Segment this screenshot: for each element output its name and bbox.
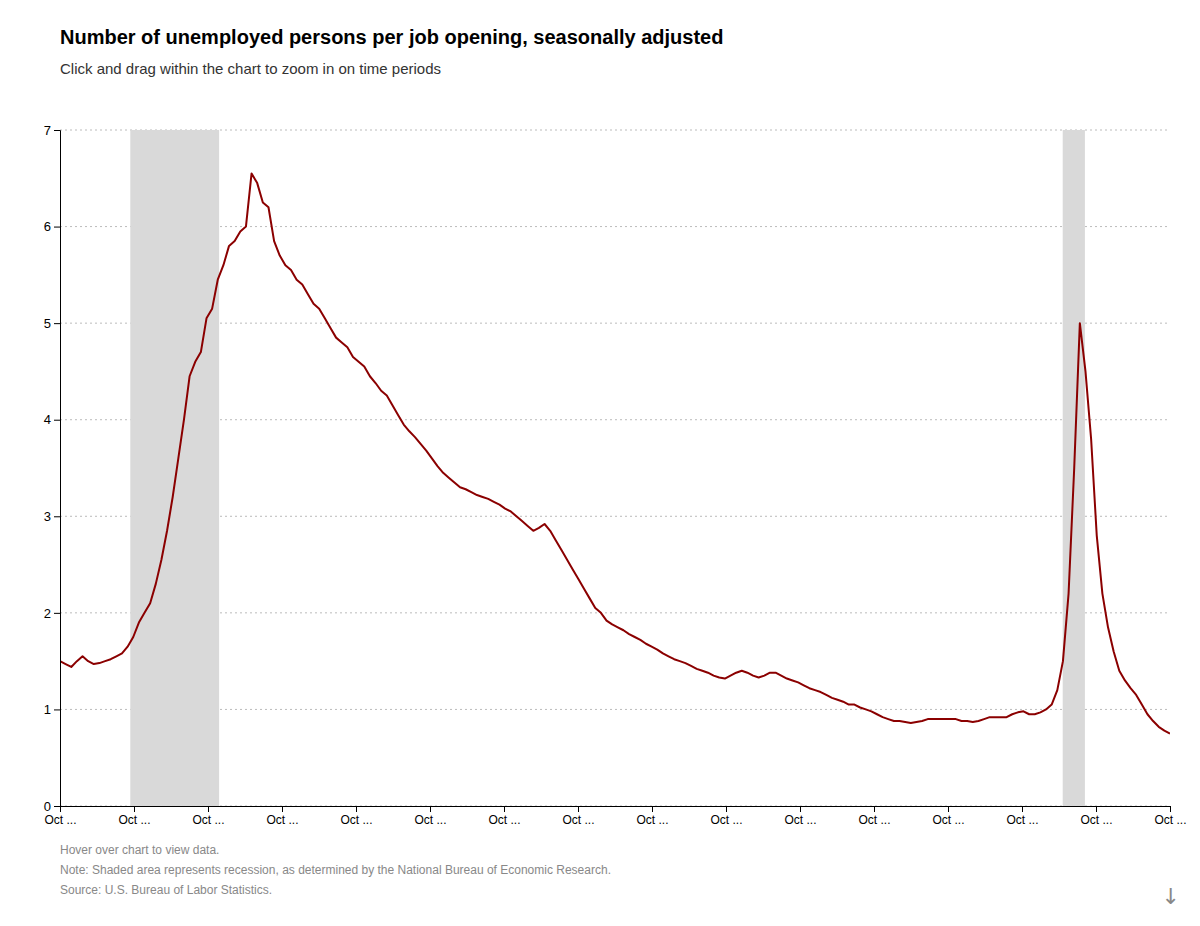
- x-tick-mark: [356, 806, 357, 812]
- x-tick-mark: [134, 806, 135, 812]
- y-tick-label: 2: [44, 606, 51, 621]
- x-tick: Oct ...: [414, 806, 446, 827]
- x-tick-mark: [430, 806, 431, 812]
- y-axis-line: [54, 131, 61, 807]
- y-tick: 5: [44, 316, 60, 331]
- x-tick-mark: [948, 806, 949, 812]
- x-tick-label: Oct ...: [1154, 813, 1186, 827]
- x-tick-mark: [1096, 806, 1097, 812]
- y-tick: 0: [44, 799, 60, 814]
- x-tick-label: Oct ...: [784, 813, 816, 827]
- x-tick-label: Oct ...: [44, 813, 76, 827]
- x-tick-mark: [578, 806, 579, 812]
- chart: Number of unemployed persons per job ope…: [0, 0, 1200, 926]
- y-tick: 7: [44, 123, 60, 138]
- y-tick-label: 6: [44, 219, 51, 234]
- grid-line: [60, 226, 1170, 227]
- y-tick-mark: [54, 130, 60, 131]
- y-tick-label: 5: [44, 316, 51, 331]
- y-axis: 0 1 2 3 4 5 6 7: [44, 123, 61, 814]
- x-tick: Oct ...: [858, 806, 890, 827]
- x-tick-label: Oct ...: [192, 813, 224, 827]
- x-tick: Oct ...: [784, 806, 816, 827]
- x-tick: Oct ...: [636, 806, 668, 827]
- footer-note: Hover over chart to view data.: [60, 843, 219, 857]
- x-tick-label: Oct ...: [1006, 813, 1038, 827]
- x-tick-mark: [874, 806, 875, 812]
- line: [60, 173, 1170, 733]
- x-tick: Oct ...: [1006, 806, 1038, 827]
- x-tick-mark: [60, 806, 61, 812]
- footer-note: Source: U.S. Bureau of Labor Statistics.: [60, 883, 272, 897]
- x-tick: Oct ...: [266, 806, 298, 827]
- x-tick-label: Oct ...: [858, 813, 890, 827]
- x-tick: Oct ...: [932, 806, 964, 827]
- y-tick: 2: [44, 606, 60, 621]
- x-tick-mark: [504, 806, 505, 812]
- x-tick: Oct ...: [488, 806, 520, 827]
- y-tick-label: 7: [44, 123, 51, 138]
- y-tick: 4: [44, 412, 60, 427]
- footer-note: Note: Shaded area represents recession, …: [60, 863, 611, 877]
- x-tick-label: Oct ...: [118, 813, 150, 827]
- plot: 01234567Oct ...Oct ...Oct ...Oct ...Oct …: [44, 123, 1187, 827]
- annotation: ↓: [1162, 884, 1180, 909]
- y-tick-mark: [54, 806, 60, 807]
- x-tick: Oct ...: [710, 806, 742, 827]
- x-tick-label: Oct ...: [488, 813, 520, 827]
- grid: [60, 130, 1170, 806]
- y-tick-label: 1: [44, 702, 51, 717]
- x-tick-label: Oct ...: [562, 813, 594, 827]
- x-tick-mark: [800, 806, 801, 812]
- y-tick-mark: [54, 516, 60, 517]
- x-tick: Oct ...: [1154, 806, 1186, 827]
- x-tick-mark: [208, 806, 209, 812]
- y-tick-label: 3: [44, 509, 51, 524]
- y-tick-mark: [54, 227, 60, 228]
- x-tick-label: Oct ...: [414, 813, 446, 827]
- y-tick-label: 0: [44, 799, 51, 814]
- x-tick-label: Oct ...: [1080, 813, 1112, 827]
- x-axis-line: [61, 807, 1171, 813]
- x-tick: Oct ...: [1080, 806, 1112, 827]
- grid-line: [60, 419, 1170, 420]
- y-tick-mark: [54, 323, 60, 324]
- subtitle: Click and drag within the chart to zoom …: [60, 60, 441, 77]
- recession-band: [130, 130, 219, 806]
- x-tick-mark: [652, 806, 653, 812]
- y-tick: 3: [44, 509, 60, 524]
- y-tick-mark: [54, 613, 60, 614]
- y-tick: 1: [44, 702, 60, 717]
- x-tick-mark: [1170, 806, 1171, 812]
- grid-line: [60, 612, 1170, 613]
- x-tick: Oct ...: [192, 806, 224, 827]
- grid-line: [60, 516, 1170, 517]
- grid-line: [60, 130, 1170, 131]
- x-tick-mark: [726, 806, 727, 812]
- y-tick-label: 4: [44, 412, 51, 427]
- y-tick-mark: [54, 709, 60, 710]
- x-tick: Oct ...: [340, 806, 372, 827]
- x-tick-mark: [282, 806, 283, 812]
- x-tick: Oct ...: [562, 806, 594, 827]
- x-tick: Oct ...: [44, 806, 76, 827]
- x-tick-label: Oct ...: [636, 813, 668, 827]
- title: Number of unemployed persons per job ope…: [60, 26, 723, 48]
- x-tick-label: Oct ...: [932, 813, 964, 827]
- grid-line: [60, 709, 1170, 710]
- y-tick: 6: [44, 219, 60, 234]
- x-tick: Oct ...: [118, 806, 150, 827]
- grid-line: [60, 323, 1170, 324]
- marks: [60, 130, 1170, 806]
- x-tick-label: Oct ...: [266, 813, 298, 827]
- x-tick-label: Oct ...: [710, 813, 742, 827]
- y-tick-mark: [54, 420, 60, 421]
- x-tick-label: Oct ...: [340, 813, 372, 827]
- x-tick-mark: [1022, 806, 1023, 812]
- x-axis: Oct ... Oct ... Oct ... Oct ... Oct ... Oct .…: [44, 806, 1186, 827]
